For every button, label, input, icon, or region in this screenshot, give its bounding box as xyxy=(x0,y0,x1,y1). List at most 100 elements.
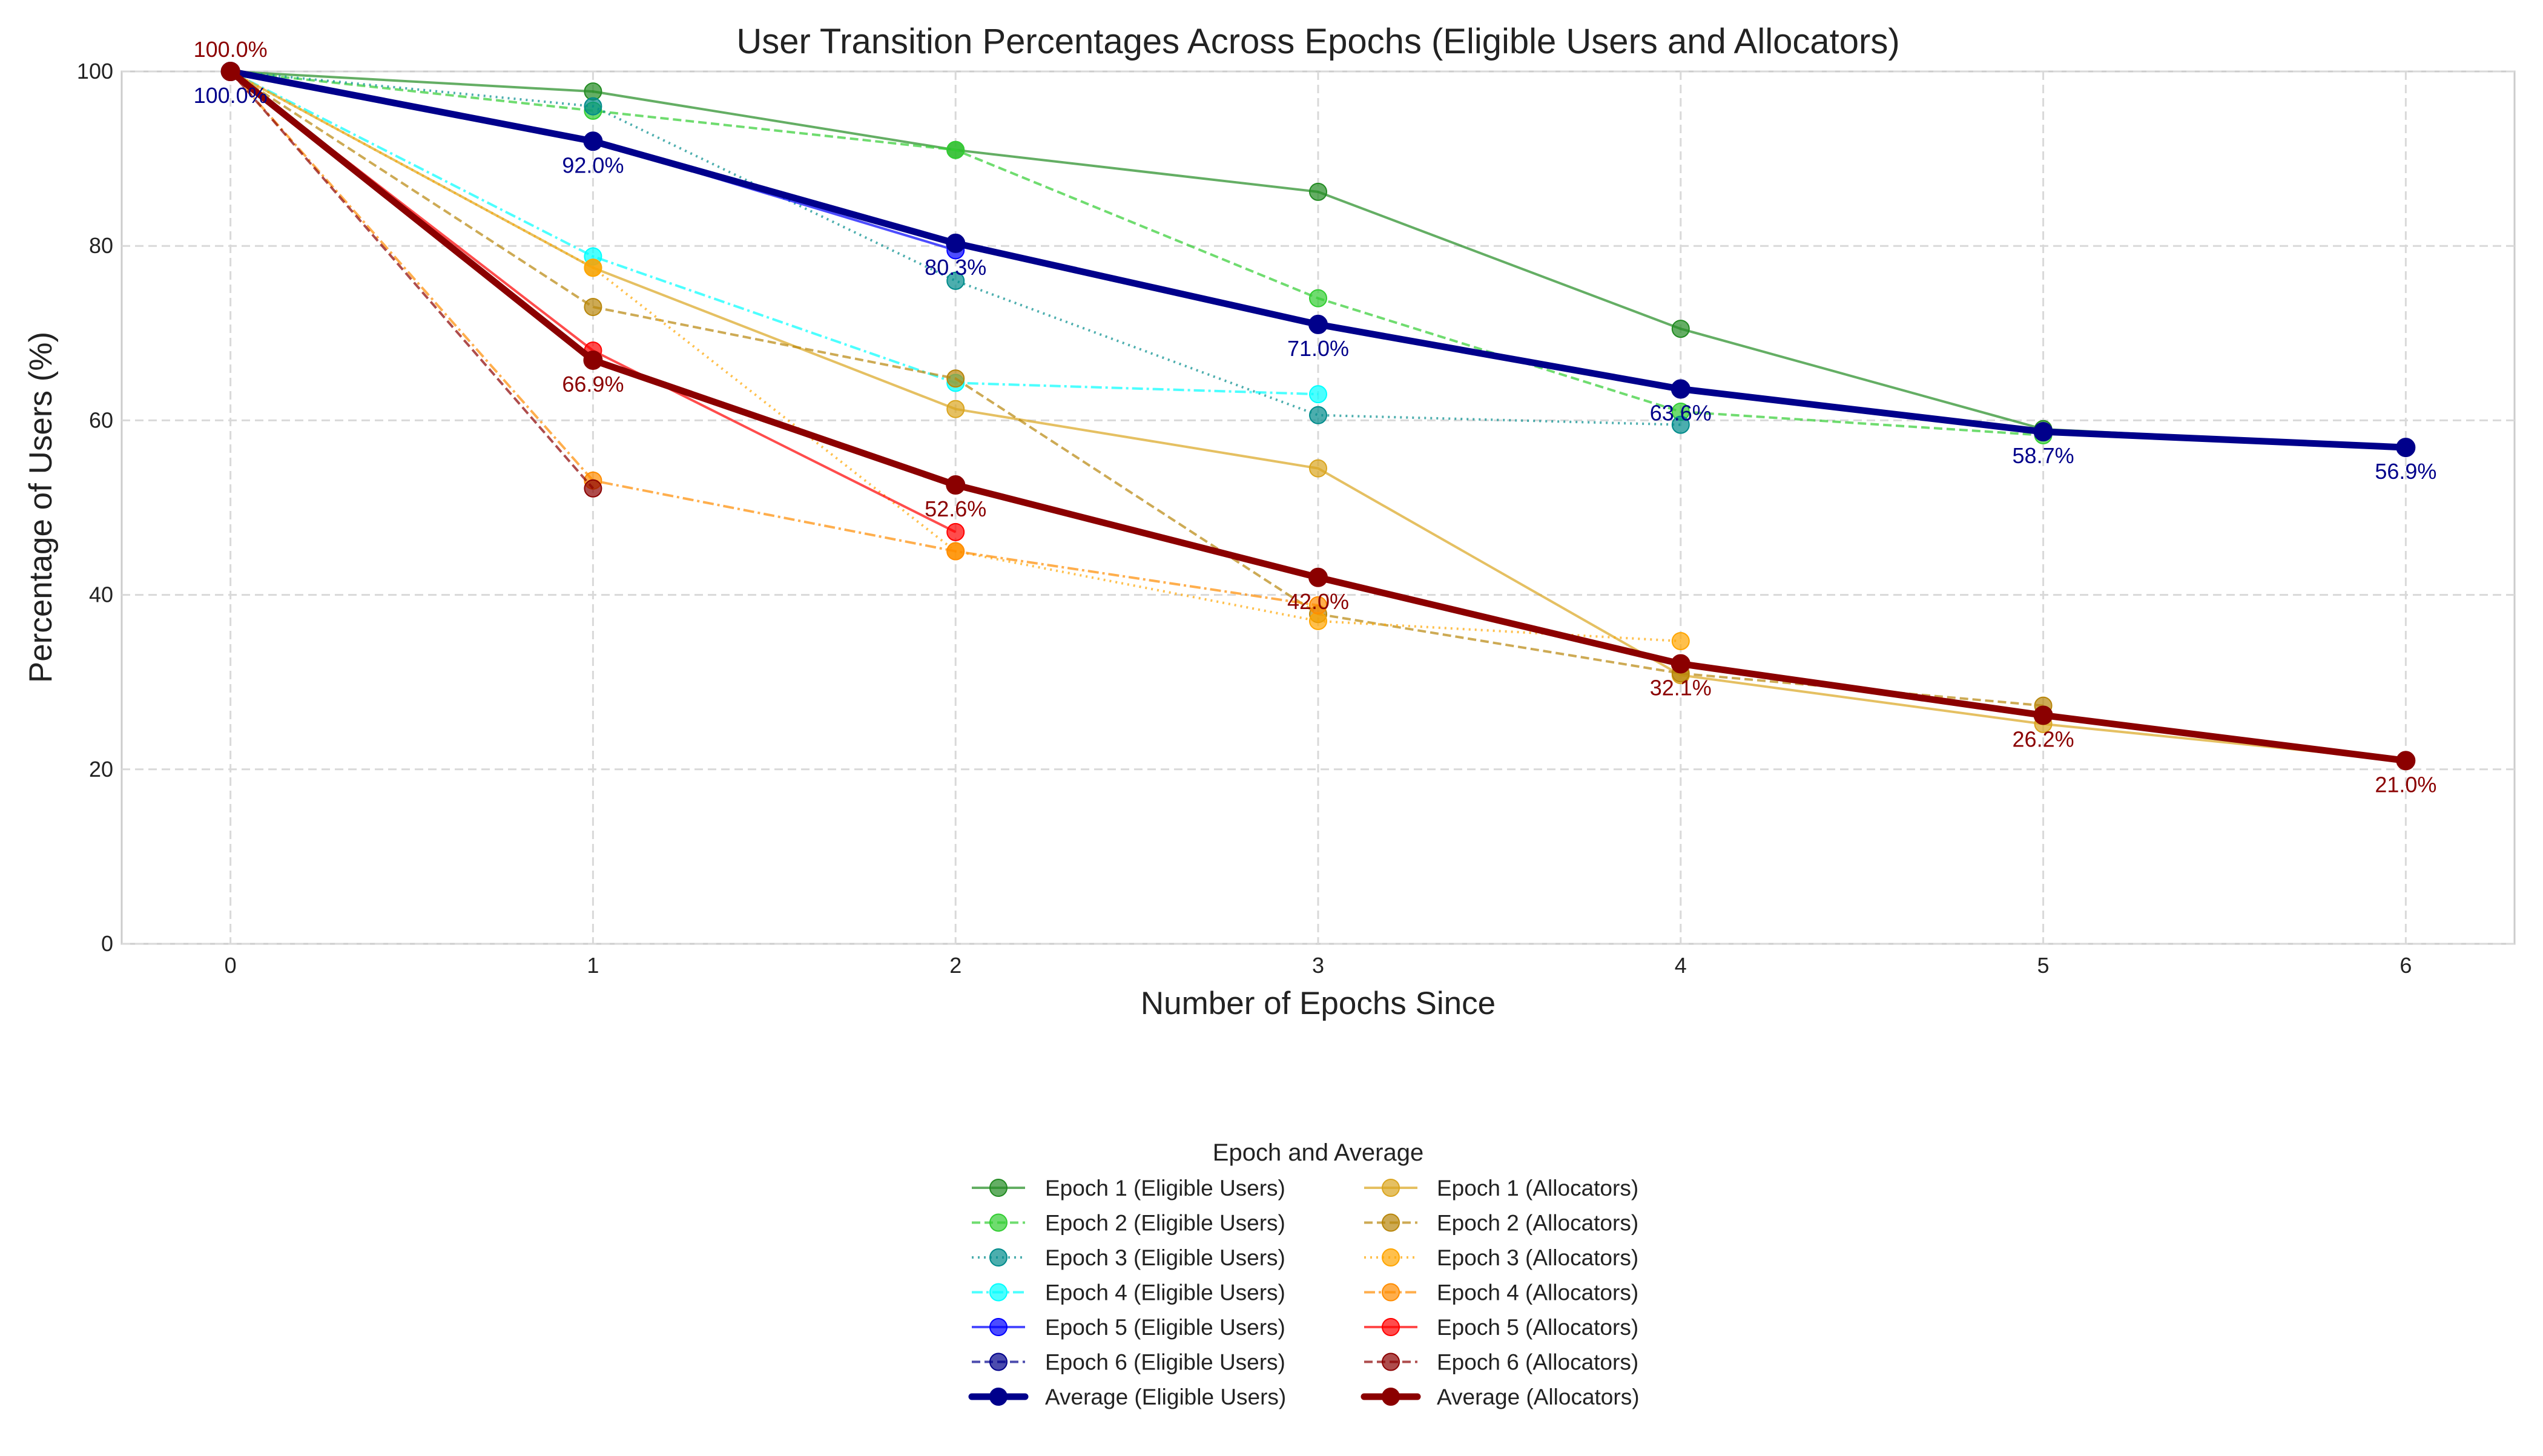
legend-item: Epoch 4 (Eligible Users) xyxy=(972,1280,1285,1305)
data-point xyxy=(2396,751,2416,771)
legend-marker xyxy=(989,1352,1008,1371)
legend-marker xyxy=(989,1283,1008,1302)
data-label: 71.0% xyxy=(1287,336,1349,361)
data-point xyxy=(584,97,602,116)
legend-item: Average (Eligible Users) xyxy=(968,1385,1286,1409)
series-average-allocators xyxy=(220,62,2416,771)
data-point xyxy=(946,542,965,561)
legend-label: Average (Allocators) xyxy=(1437,1385,1640,1409)
y-tick-label: 80 xyxy=(89,233,113,258)
data-point xyxy=(1309,611,1327,630)
data-label: 52.6% xyxy=(925,496,986,521)
legend-item: Epoch 3 (Eligible Users) xyxy=(972,1245,1285,1270)
legend-title: Epoch and Average xyxy=(1213,1139,1423,1166)
data-point xyxy=(1671,320,1690,338)
data-point xyxy=(584,298,602,317)
data-point xyxy=(946,271,965,290)
legend-item: Epoch 1 (Eligible Users) xyxy=(972,1176,1285,1201)
legend-item: Epoch 5 (Eligible Users) xyxy=(972,1315,1285,1340)
data-point xyxy=(946,140,965,159)
legend-label: Epoch 2 (Allocators) xyxy=(1437,1211,1638,1236)
data-point xyxy=(946,369,965,388)
data-point xyxy=(1309,406,1327,424)
y-tick-label: 20 xyxy=(89,757,113,782)
data-point xyxy=(1309,385,1327,404)
chart-title: User Transition Percentages Across Epoch… xyxy=(736,22,1899,61)
data-point xyxy=(1309,289,1327,308)
legend-label: Epoch 1 (Eligible Users) xyxy=(1045,1176,1285,1201)
legend-label: Epoch 2 (Eligible Users) xyxy=(1045,1211,1285,1236)
grid xyxy=(122,70,2515,945)
data-label: 80.3% xyxy=(925,255,986,280)
legend-label: Epoch 4 (Allocators) xyxy=(1437,1280,1638,1305)
data-point xyxy=(1671,631,1690,650)
legend-marker xyxy=(989,1179,1008,1197)
legend-marker xyxy=(1382,1248,1400,1267)
data-label: 58.7% xyxy=(2013,443,2074,468)
data-point xyxy=(220,62,240,81)
data-point xyxy=(2033,705,2053,725)
legend-marker xyxy=(989,1388,1008,1406)
series-group xyxy=(220,62,2416,771)
data-label: 32.1% xyxy=(1650,675,1712,700)
legend-item: Epoch 2 (Eligible Users) xyxy=(972,1211,1285,1236)
legend-marker xyxy=(1382,1283,1400,1302)
y-tick-label: 0 xyxy=(101,931,113,956)
data-label: 66.9% xyxy=(562,372,624,397)
legend-item: Epoch 6 (Allocators) xyxy=(1364,1350,1638,1375)
data-point xyxy=(1671,654,1690,674)
data-point xyxy=(1308,314,1328,334)
x-tick-label: 1 xyxy=(587,953,599,978)
legend-item: Epoch 1 (Allocators) xyxy=(1364,1176,1638,1201)
data-point xyxy=(1671,379,1690,399)
legend-label: Epoch 1 (Allocators) xyxy=(1437,1176,1638,1201)
legend-label: Average (Eligible Users) xyxy=(1045,1385,1286,1409)
legend-item: Epoch 4 (Allocators) xyxy=(1364,1280,1638,1305)
data-label: 100.0% xyxy=(194,37,268,62)
data-label: 21.0% xyxy=(2375,772,2436,797)
data-labels: 100.0% 92.0% 80.3% 71.0% 63.6% 58.7% 56.9% 100.… xyxy=(194,37,2437,797)
legend-marker xyxy=(1382,1213,1400,1232)
x-tick-label: 2 xyxy=(949,953,961,978)
legend-marker xyxy=(989,1318,1008,1336)
data-point xyxy=(584,259,602,277)
series-line xyxy=(229,70,1319,607)
x-tick-label: 6 xyxy=(2400,953,2412,978)
data-point xyxy=(946,233,966,253)
data-point xyxy=(1308,567,1328,587)
data-point xyxy=(2396,438,2416,458)
x-tick-label: 0 xyxy=(225,953,237,978)
data-point xyxy=(583,350,603,370)
series-line xyxy=(229,70,2043,707)
data-point xyxy=(1309,459,1327,478)
data-point xyxy=(946,475,966,495)
legend-label: Epoch 3 (Eligible Users) xyxy=(1045,1245,1285,1270)
data-point xyxy=(1671,415,1690,434)
data-point xyxy=(1309,182,1327,201)
y-tick-label: 40 xyxy=(89,582,113,607)
legend-label: Epoch 6 (Eligible Users) xyxy=(1045,1350,1285,1375)
data-point xyxy=(1309,596,1327,614)
x-tick-label: 4 xyxy=(1675,953,1687,978)
data-point xyxy=(584,479,602,498)
y-tick-label: 100 xyxy=(77,59,113,84)
data-label: 26.2% xyxy=(2013,726,2074,751)
legend-label: Epoch 3 (Allocators) xyxy=(1437,1245,1638,1270)
legend-item: Epoch 6 (Eligible Users) xyxy=(972,1350,1285,1375)
data-point xyxy=(583,131,603,151)
legend-label: Epoch 5 (Allocators) xyxy=(1437,1315,1638,1340)
legend: Epoch and Average Epoch 1 (Eligible User… xyxy=(968,1139,1640,1409)
legend-marker xyxy=(989,1248,1008,1267)
data-point xyxy=(946,400,965,418)
data-label: 100.0% xyxy=(194,83,268,108)
plot-area xyxy=(120,70,2516,945)
series-line xyxy=(229,70,1319,396)
series-line xyxy=(230,70,1681,426)
legend-label: Epoch 5 (Eligible Users) xyxy=(1045,1315,1285,1340)
series-line xyxy=(229,70,594,490)
data-point xyxy=(946,522,965,541)
legend-marker xyxy=(1382,1352,1400,1371)
legend-marker xyxy=(1382,1388,1400,1406)
data-label: 56.9% xyxy=(2375,459,2436,484)
